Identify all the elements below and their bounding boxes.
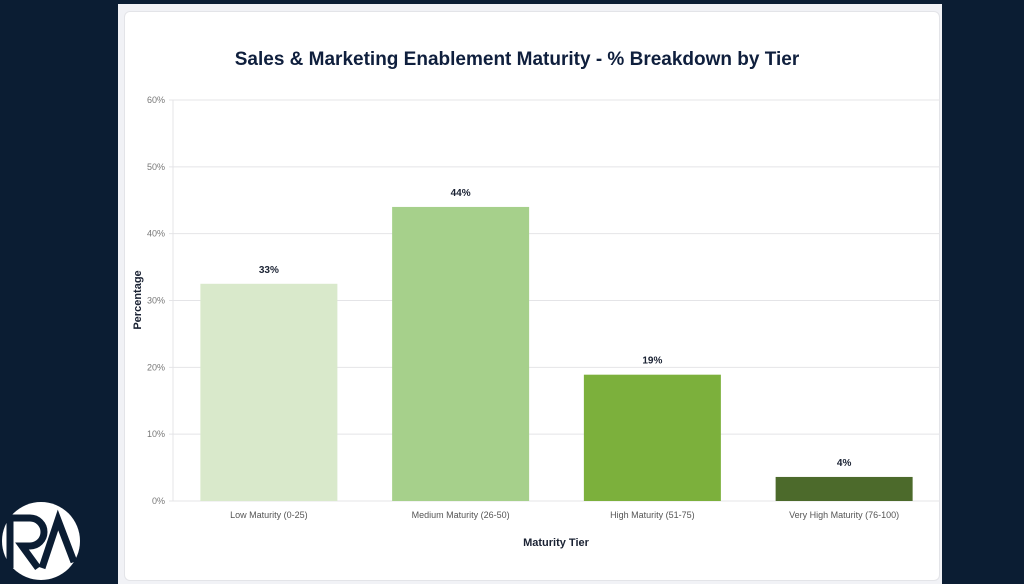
bar — [392, 206, 530, 501]
y-tick-label: 30% — [147, 296, 165, 306]
data-label: 33% — [259, 265, 279, 276]
x-tick-label: Very High Maturity (76-100) — [789, 510, 899, 520]
y-tick-label: 40% — [147, 229, 165, 239]
bar — [583, 374, 721, 501]
x-tick-label: Low Maturity (0-25) — [230, 510, 308, 520]
y-tick-label: 20% — [147, 362, 165, 372]
data-label: 44% — [451, 188, 471, 199]
x-axis-label: Maturity Tier — [523, 537, 590, 549]
x-tick-label: High Maturity (51-75) — [610, 510, 695, 520]
bar — [775, 476, 913, 501]
y-tick-label: 50% — [147, 162, 165, 172]
y-tick-label: 0% — [152, 496, 165, 506]
x-tick-label: Medium Maturity (26-50) — [412, 510, 510, 520]
bar — [200, 283, 338, 501]
y-tick-label: 10% — [147, 429, 165, 439]
chart-title: Sales & Marketing Enablement Maturity - … — [235, 49, 800, 70]
y-tick-label: 60% — [147, 95, 165, 105]
data-label: 19% — [642, 356, 662, 367]
ra-logo — [2, 502, 80, 580]
data-label: 4% — [837, 458, 852, 469]
y-axis-label: Percentage — [132, 270, 144, 329]
